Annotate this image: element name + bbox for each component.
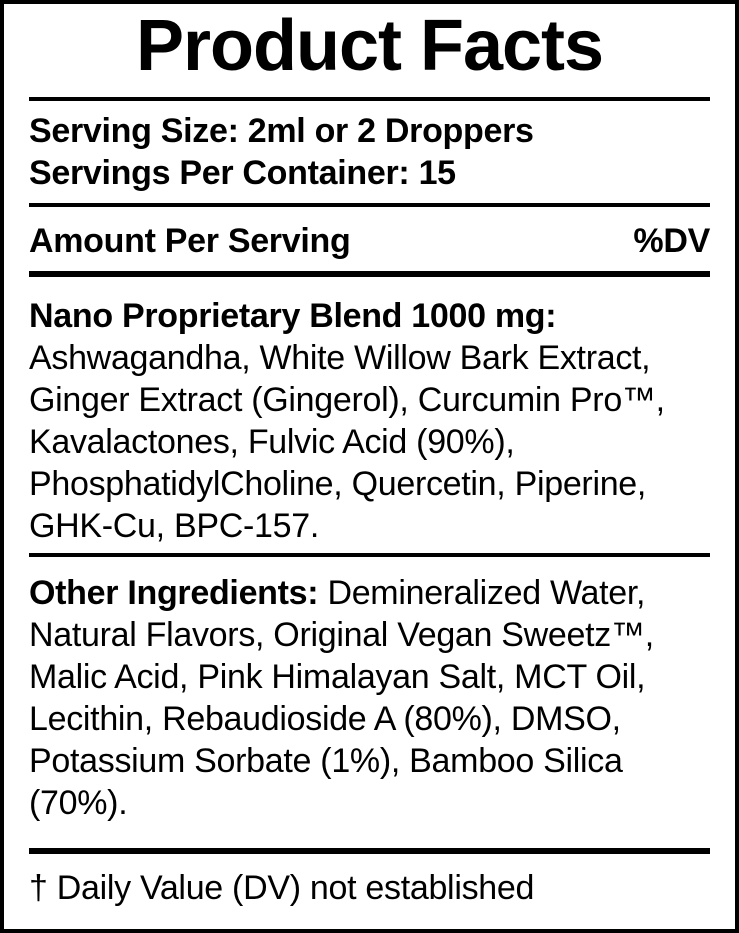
other-ingredients-section: Other Ingredients: Demineralized Water, … [29,572,710,824]
thick-bar-under-amount-header [29,271,710,277]
thick-bar-above-footnote [29,848,710,854]
amount-per-serving-header: Amount Per Serving %DV [29,220,710,262]
servings-per-container-line: Servings Per Container: 15 [29,154,456,192]
other-ingredients-line: (70%). [29,784,128,822]
other-ingredients-line: Malic Acid, Pink Himalayan Salt, MCT Oil… [29,658,646,696]
blend-ingredients-line: Ashwagandha, White Willow Bark Extract, [29,339,651,377]
blend-ingredients-line: GHK-Cu, BPC-157. [29,507,319,545]
blend-ingredients-line: PhosphatidylCholine, Quercetin, Piperine… [29,465,647,503]
amount-per-serving-label: Amount Per Serving [29,222,351,260]
percent-dv-label: %DV [633,222,710,260]
other-ingredients-rest: Demineralized Water, [318,574,646,612]
blend-ingredients-line: Ginger Extract (Gingerol), Curcumin Pro™… [29,381,665,419]
panel-title: Product Facts [135,6,604,86]
other-ingredients-line: Potassium Sorbate (1%), Bamboo Silica [29,742,623,780]
other-ingredients-lead: Other Ingredients: [29,574,319,612]
divider-under-blend [29,553,710,557]
other-ingredients-line: Lecithin, Rebaudioside A (80%), DMSO, [29,700,621,738]
divider-under-title [29,97,710,101]
other-ingredients-line: Natural Flavors, Original Vegan Sweetz™, [29,616,654,654]
proprietary-blend-section: Nano Proprietary Blend 1000 mg: Ashwagan… [29,295,710,547]
serving-size-line: Serving Size: 2ml or 2 Droppers [29,112,534,150]
divider-under-serving [29,203,710,207]
daily-value-footnote: † Daily Value (DV) not established [29,869,535,907]
serving-info: Serving Size: 2ml or 2 Droppers Servings… [29,110,710,194]
blend-ingredients-line: Kavalactones, Fulvic Acid (90%), [29,423,515,461]
blend-heading: Nano Proprietary Blend 1000 mg: [29,297,557,335]
other-ingredients-line: Other Ingredients: Demineralized Water, [29,572,710,614]
